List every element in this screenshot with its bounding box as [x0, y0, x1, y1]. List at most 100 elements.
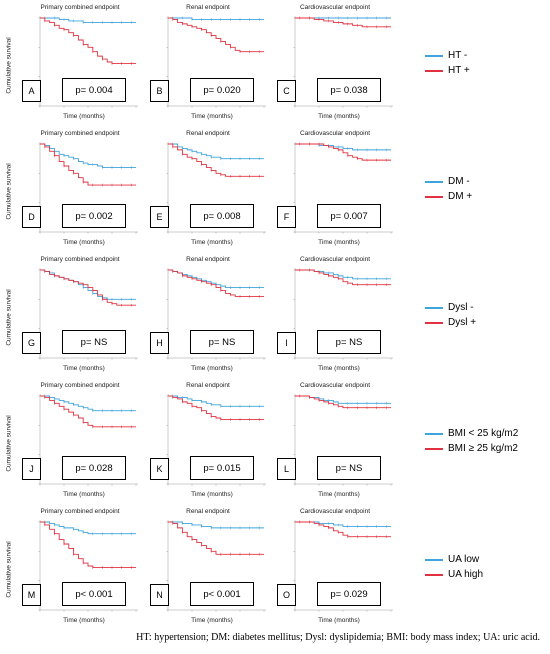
p-value-box: p= NS	[317, 456, 381, 480]
legend-label: DM -	[448, 176, 470, 187]
legend-label: HT +	[448, 65, 470, 76]
footnote: HT: hypertension; DM: diabetes mellitus;…	[136, 632, 540, 643]
y-axis-label: Cumulative survival	[0, 382, 18, 504]
panel-letter: B	[150, 80, 169, 102]
x-axis-label: Time (months)	[191, 491, 233, 498]
legend-swatch-group1	[425, 433, 443, 435]
legend-label: UA low	[448, 554, 480, 565]
legend-item: HT +	[425, 63, 550, 78]
series-line-group1	[168, 17, 264, 20]
panel-title: Cardiovascular endpoint	[299, 508, 371, 515]
legend-item: Dysl -	[425, 300, 550, 315]
legend-item: Dysl +	[425, 315, 550, 330]
panel-title: Renal endpoint	[186, 508, 230, 515]
legend-swatch-group2	[425, 322, 443, 324]
series-line-group2	[40, 395, 136, 428]
legend: Dysl - Dysl +	[425, 300, 550, 330]
panel-title: Primary combined endpoint	[40, 508, 120, 515]
panel-title: Primary combined endpoint	[40, 4, 120, 11]
panel-title: Cardiovascular endpoint	[299, 4, 371, 11]
panel-title: Cardiovascular endpoint	[299, 130, 371, 137]
panel-letter: K	[150, 458, 169, 480]
panel-letter: C	[277, 80, 296, 102]
panel-title: Renal endpoint	[186, 4, 230, 11]
x-axis-label: Time (months)	[191, 365, 233, 372]
figure-row: Cumulative survival Primary combined endp…	[0, 4, 550, 126]
series-line-group2	[295, 521, 391, 538]
panel-letter: O	[277, 584, 296, 606]
panel-title: Primary combined endpoint	[40, 130, 120, 137]
series-line-group1	[40, 143, 136, 168]
figure-row: Cumulative survival Primary combined endp…	[0, 382, 550, 504]
y-axis-label-text: Cumulative survival	[5, 288, 13, 346]
series-line-group2	[168, 143, 264, 177]
p-value-box: p= NS	[62, 330, 126, 354]
panel-letter: E	[150, 206, 169, 228]
legend-item: UA high	[425, 567, 550, 582]
x-axis-label: Time (months)	[318, 617, 360, 624]
legend: HT - HT +	[425, 48, 550, 78]
y-axis-label: Cumulative survival	[0, 256, 18, 378]
p-value-box: p= 0.015	[190, 456, 254, 480]
legend-label: DM +	[448, 191, 473, 202]
panel-title: Primary combined endpoint	[40, 256, 120, 263]
panel-letter: J	[22, 458, 41, 480]
series-line-group2	[295, 143, 391, 161]
figure-row: Cumulative survival Primary combined endp…	[0, 256, 550, 378]
panel-title: Cardiovascular endpoint	[299, 256, 371, 263]
panel-letter: A	[22, 80, 41, 102]
panel-letter: F	[277, 206, 296, 228]
legend-label: BMI < 25 kg/m2	[448, 428, 519, 439]
figure-row: Cumulative survival Primary combined endp…	[0, 508, 550, 630]
p-value-box: p= 0.028	[62, 456, 126, 480]
p-value-box: p= 0.007	[317, 204, 381, 228]
legend-item: BMI < 25 kg/m2	[425, 426, 550, 441]
panel-letter: I	[277, 332, 296, 354]
p-value-box: p= 0.002	[62, 204, 126, 228]
km-plot	[293, 268, 393, 360]
panel-letter: M	[22, 584, 41, 606]
panel-title: Renal endpoint	[186, 130, 230, 137]
panel-letter: H	[150, 332, 169, 354]
series-line-group2	[295, 17, 391, 28]
legend: BMI < 25 kg/m2 BMI ≥ 25 kg/m2	[425, 426, 550, 456]
km-plot	[38, 268, 138, 360]
panel-letter: L	[277, 458, 296, 480]
legend-label: Dysl +	[448, 317, 477, 328]
km-plot	[166, 16, 266, 108]
series-line-group2	[295, 395, 391, 409]
p-value-box: p< 0.001	[62, 582, 126, 606]
p-value-box: p= 0.020	[190, 78, 254, 102]
x-axis-label: Time (months)	[63, 365, 105, 372]
p-value-box: p= 0.029	[317, 582, 381, 606]
panel-letter: D	[22, 206, 41, 228]
x-axis-label: Time (months)	[63, 491, 105, 498]
y-axis-label-text: Cumulative survival	[5, 162, 13, 220]
x-axis-label: Time (months)	[63, 617, 105, 624]
x-axis-label: Time (months)	[63, 113, 105, 120]
p-value-box: p< 0.001	[190, 582, 254, 606]
x-axis-label: Time (months)	[191, 617, 233, 624]
km-plot	[38, 142, 138, 234]
legend-swatch-group1	[425, 55, 443, 57]
legend-label: HT -	[448, 50, 468, 61]
figure-row: Cumulative survival Primary combined endp…	[0, 130, 550, 252]
legend-item: DM -	[425, 174, 550, 189]
km-plot	[166, 394, 266, 486]
p-value-box: p= NS	[317, 330, 381, 354]
legend-swatch-group1	[425, 181, 443, 183]
panel-title: Cardiovascular endpoint	[299, 382, 371, 389]
series-line-group2	[40, 521, 136, 568]
panel-title: Renal endpoint	[186, 256, 230, 263]
legend: DM - DM +	[425, 174, 550, 204]
p-value-box: p= 0.008	[190, 204, 254, 228]
legend-swatch-group2	[425, 196, 443, 198]
